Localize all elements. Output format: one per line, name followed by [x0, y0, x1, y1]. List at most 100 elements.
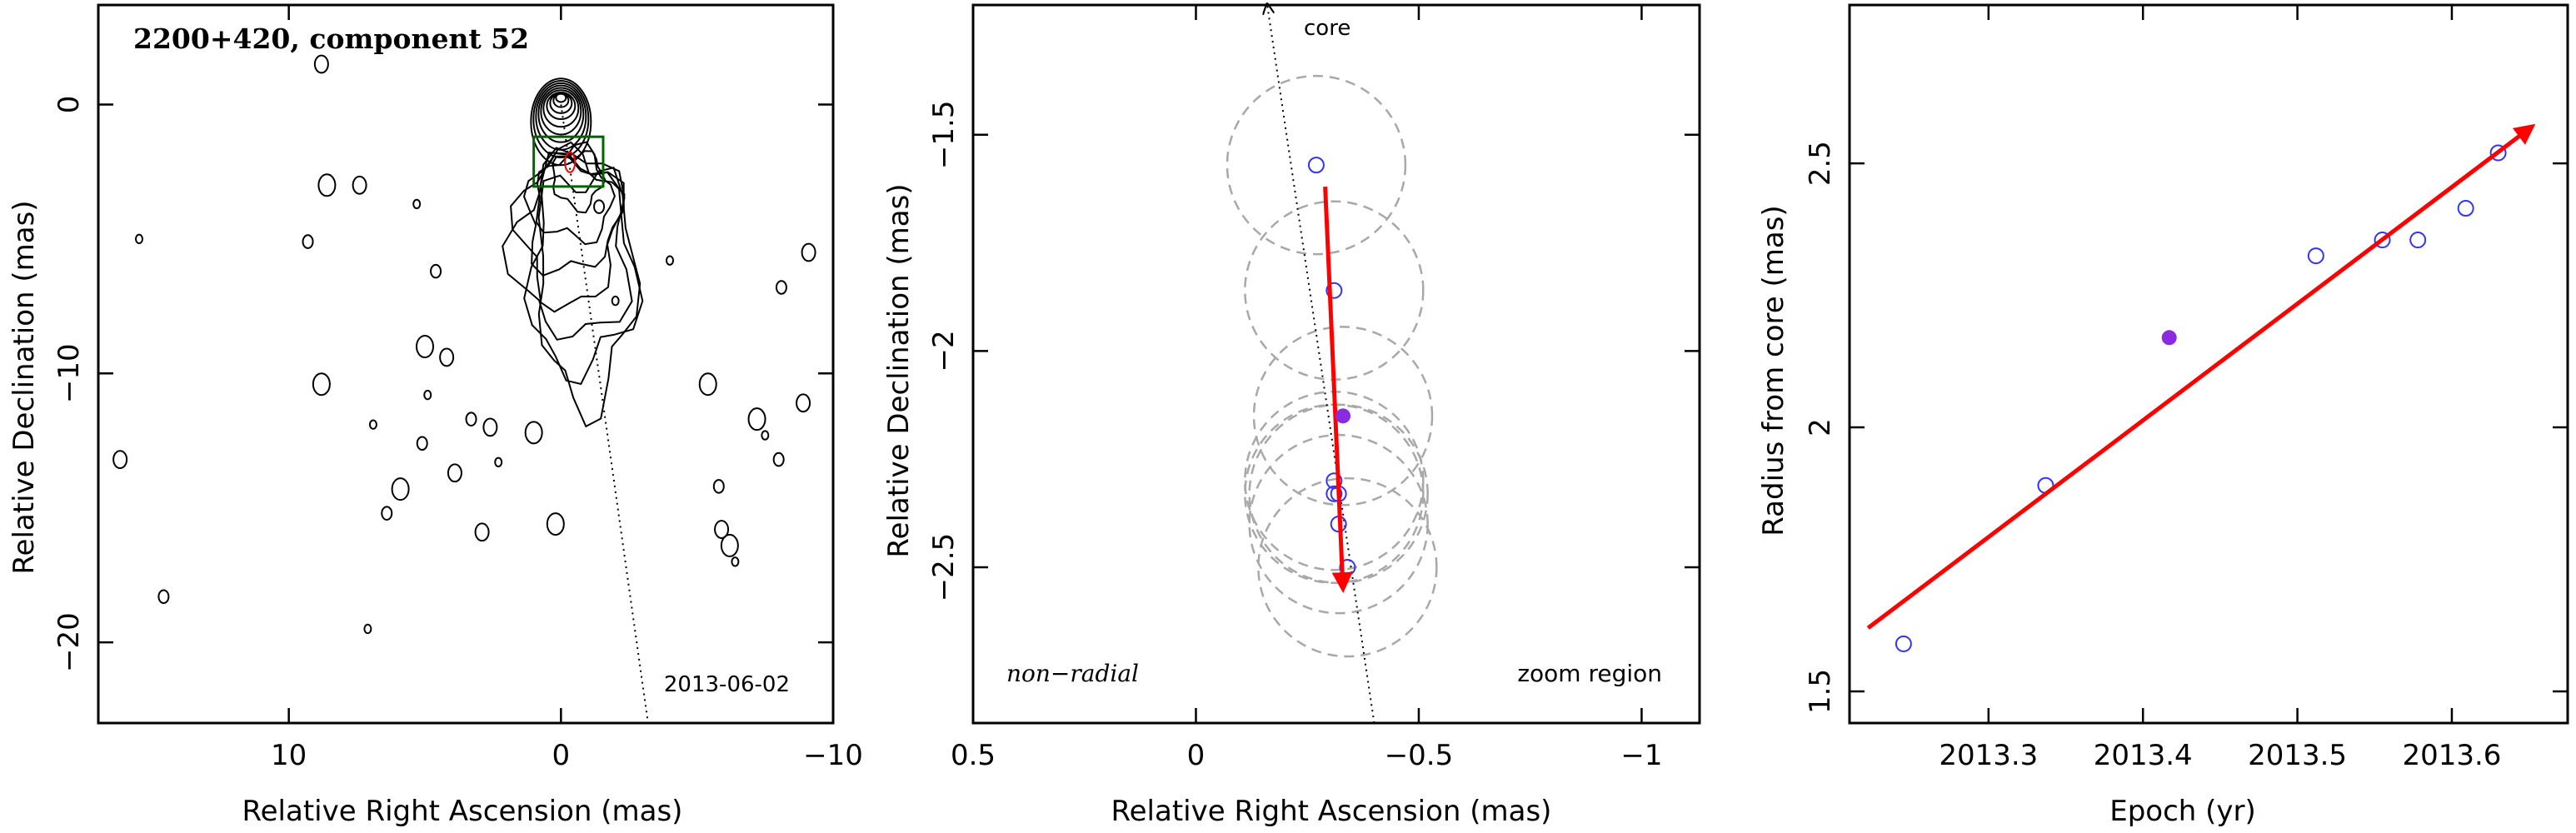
radius-trend-arrow [1866, 123, 2536, 630]
y-tick-label: 1.5 [1804, 669, 1837, 714]
contour [368, 419, 377, 430]
contour [313, 54, 329, 74]
contour [537, 84, 585, 143]
contour [546, 92, 577, 121]
panel-2-x-axis-label: Relative Right Ascension (mas) [1111, 795, 1552, 828]
x-tick-label: 0 [1187, 739, 1206, 772]
contour [465, 412, 477, 426]
data-point [1895, 635, 1912, 652]
data-point [2374, 232, 2391, 249]
contour [494, 456, 503, 468]
contour [537, 166, 642, 428]
tracking-circle [1248, 433, 1429, 615]
contour [302, 234, 314, 249]
contour [412, 198, 422, 210]
contour [772, 451, 785, 467]
panel-3-frame [1848, 3, 2569, 725]
x-tick-label: 0.5 [951, 739, 996, 772]
panel-3-ticks: 2013.3 2013.4 2013.5 2013.6 1.5 2 2.5 [1804, 5, 2568, 772]
data-point [1307, 157, 1325, 174]
contour [135, 233, 143, 245]
y-tick-label: 0 [52, 96, 86, 114]
contour [720, 533, 739, 557]
panel-1-frame [97, 3, 835, 725]
contour [391, 477, 410, 501]
data-point [2489, 144, 2507, 162]
contour [540, 87, 582, 136]
panel-1-title: 2200+420, component 52 [133, 22, 529, 55]
contour [532, 80, 590, 159]
panel-1-x-axis-label: Relative Right Ascension (mas) [242, 795, 683, 828]
panel-radius-epoch: 2013.3 2013.4 2013.5 2013.6 1.5 2 2.5 Epoch (y… [1757, 3, 2569, 828]
contour [546, 512, 565, 536]
contour [524, 421, 543, 445]
panel-1-date-label: 2013-06-02 [664, 672, 790, 697]
contour [698, 372, 717, 397]
data-point [2307, 247, 2324, 265]
contour [666, 255, 674, 266]
tracking-circle [1257, 476, 1438, 658]
contour [352, 175, 367, 195]
contour [530, 77, 592, 167]
contour [363, 623, 372, 635]
panel-1-y-axis-label: Relative Declination (mas) [7, 200, 41, 574]
panel-contour-map: 10 0 −10 0 −10 −20 2200+420, component 52 201… [7, 3, 863, 828]
non-radial-label: non−radial [1006, 660, 1139, 687]
contour [112, 450, 128, 470]
zoom-region-label: zoom region [1517, 660, 1662, 687]
data-point [1325, 282, 1343, 299]
contour [731, 556, 740, 567]
contour [317, 173, 337, 197]
contour [714, 520, 730, 539]
x-tick-label: −0.5 [1385, 739, 1454, 772]
contour-lines [112, 54, 816, 635]
panel-2-y-axis-label: Relative Declination (mas) [882, 183, 916, 557]
contour [552, 150, 607, 214]
contour [801, 242, 816, 262]
tracking-circle [1226, 74, 1407, 256]
y-tick-label: 2 [1804, 418, 1837, 436]
contour [542, 89, 580, 128]
contour [416, 335, 434, 359]
y-tick-label: −2.5 [927, 533, 961, 602]
x-tick-label: −1 [1620, 739, 1662, 772]
contour [381, 506, 393, 521]
component-marker [564, 151, 577, 173]
x-tick-label: 2013.4 [2094, 739, 2193, 772]
contour [712, 479, 725, 494]
contour [502, 147, 633, 341]
contour [474, 522, 490, 542]
core-direction-line [1267, 5, 1375, 724]
tracking-circle [1252, 326, 1434, 506]
highlighted-point [2161, 330, 2177, 346]
contour [761, 430, 770, 441]
radius-points [1895, 144, 2507, 652]
highlighted-point [1335, 408, 1351, 424]
x-tick-label: 2013.6 [2402, 739, 2501, 772]
y-tick-label: −2 [927, 330, 961, 372]
contour [430, 263, 442, 279]
contour [611, 295, 620, 307]
contour [747, 407, 766, 431]
contour [423, 389, 432, 401]
contour [510, 152, 625, 313]
contour [535, 141, 616, 246]
data-point [2409, 232, 2427, 249]
x-tick-label: 2013.5 [2248, 739, 2347, 772]
x-tick-label: 10 [271, 739, 307, 772]
contour [482, 417, 498, 437]
contour [447, 463, 462, 483]
panel-zoom-region: 0.5 0 −0.5 −1 −1.5 −2 −2.5 core non−radial zoo… [882, 3, 1701, 828]
data-point [1325, 485, 1343, 502]
panel-1-ticks: 10 0 −10 0 −10 −20 [52, 5, 863, 772]
motion-arrow [1323, 186, 1353, 594]
panel-2-frame [971, 3, 1701, 725]
contour [416, 436, 428, 451]
contour [157, 589, 170, 605]
contour [775, 280, 787, 295]
core-label: core [1304, 16, 1350, 41]
y-tick-label: −10 [52, 343, 86, 403]
y-tick-label: −1.5 [927, 101, 961, 170]
contour [312, 372, 331, 397]
